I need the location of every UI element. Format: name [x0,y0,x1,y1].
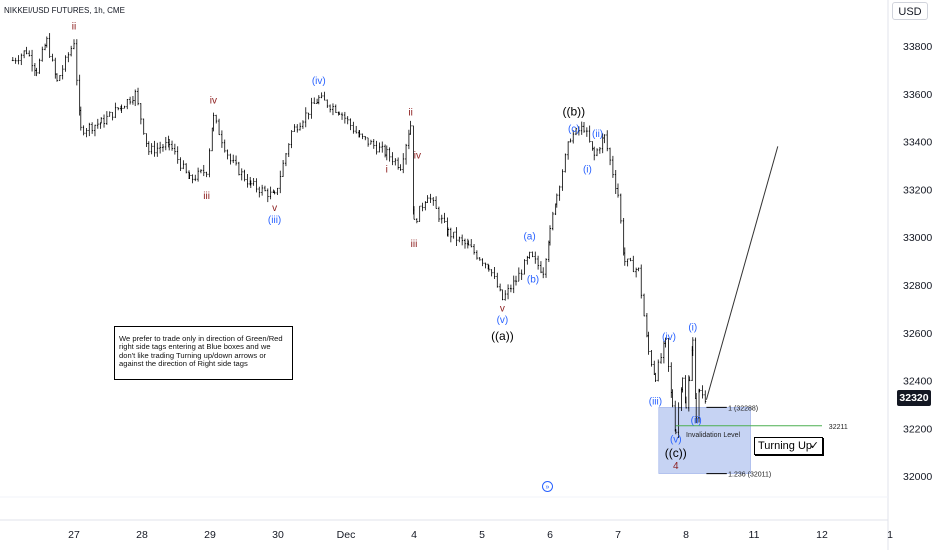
wave-label: ((b)) [562,104,585,118]
x-tick-label: 29 [204,529,216,541]
trading-note: We prefer to trade only in direction of … [114,326,293,380]
invalidation-price-label: 32211 [829,424,848,431]
wave-label: iv [210,95,217,106]
wave-label: (ii) [691,416,702,427]
entry-blue-box [658,407,751,474]
go-to-realtime-icon[interactable]: » [542,481,553,492]
wave-label: (v) [670,435,682,446]
wave-label: (v) [497,315,509,326]
x-tick-label: 11 [749,529,760,541]
x-tick-label: 7 [615,529,621,541]
last-price-tag: 32320 [897,390,931,406]
wave-label: ((c)) [665,446,687,460]
symbol-title: NIKKEI/USD FUTURES, 1h, CME [4,6,125,15]
turning-up-tag: Turning Up ✓ [754,437,823,455]
y-tick-label: 33800 [903,41,932,53]
wave-label: 4 [673,461,679,472]
wave-label: iii [411,239,418,250]
y-tick-label: 33400 [903,137,932,149]
y-tick-label: 32000 [903,471,932,483]
y-tick-label: 32400 [903,376,932,388]
x-tick-label: Dec [337,529,356,541]
wave-label: (b) [527,275,539,286]
x-tick-label: 12 [816,529,828,541]
x-tick-label: 28 [136,529,148,541]
wave-label: iv [414,150,421,161]
wave-label: ii [72,21,76,32]
wave-label: (iii) [268,215,281,226]
x-tick-label: 30 [272,529,284,541]
fib-level-1-label: 1 (32288) [728,405,758,412]
y-tick-label: 33000 [903,232,932,244]
x-tick-label: 6 [547,529,553,541]
y-tick-label: 33200 [903,184,932,196]
x-tick-label: 27 [68,529,80,541]
y-tick-label: 32200 [903,423,932,435]
projection-line [705,146,779,400]
wave-label: v [500,303,505,314]
wave-label: iii [203,191,210,202]
wave-label: ((a)) [491,329,514,343]
turning-up-label: Turning Up [758,440,813,452]
wave-label: i [386,165,388,176]
wave-label: (i) [688,322,697,333]
currency-button[interactable]: USD [892,2,928,20]
wave-label: (c) [568,124,580,135]
x-tick-label: 5 [479,529,485,541]
x-tick-label: 1 [887,529,893,541]
wave-label: (iv) [662,332,676,343]
wave-label: (iii) [649,397,662,408]
y-tick-label: 32600 [903,328,932,340]
y-tick-label: 33600 [903,89,932,101]
y-tick-label: 32800 [903,280,932,292]
wave-label: (ii) [592,129,603,140]
x-tick-label: 8 [683,529,689,541]
wave-label: v [272,203,277,214]
fib-level-1236-label: 1.236 (32011) [728,472,771,479]
wave-label: (a) [523,232,535,243]
x-tick-label: 4 [411,529,417,541]
wave-label: (i) [583,165,592,176]
wave-label: (iv) [312,76,326,87]
invalidation-level-label: Invalidation Level [686,432,741,439]
wave-label: ii [408,107,412,118]
check-icon: ✓ [809,440,819,452]
